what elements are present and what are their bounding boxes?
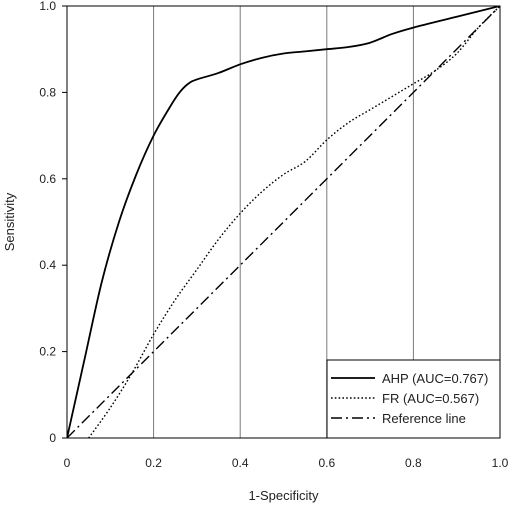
y-tick-label: 1.0 <box>39 0 56 13</box>
y-tick-label: 0.6 <box>39 172 56 186</box>
x-tick-label: 0.8 <box>405 456 422 470</box>
series-lines <box>67 6 500 438</box>
series-line-3 <box>67 6 500 438</box>
legend-label-3: Reference line <box>382 411 466 426</box>
plot-area-frame <box>66 5 501 439</box>
series-line-2 <box>88 6 500 438</box>
y-tick-label: 0.8 <box>39 85 56 99</box>
x-tick-label: 0.4 <box>232 456 249 470</box>
y-axis-title: Sensitivity <box>2 192 17 251</box>
x-tick-label: 0.2 <box>145 456 162 470</box>
y-tick-label: 0.4 <box>39 258 56 272</box>
x-axis-ticks: 0 0.2 0.4 0.6 0.8 1.0 <box>64 456 509 470</box>
x-tick-label: 1.0 <box>492 456 509 470</box>
legend-label-2: FR (AUC=0.567) <box>382 391 479 406</box>
y-axis-ticks: 0 0.2 0.4 0.6 0.8 1.0 <box>39 0 67 445</box>
legend: AHP (AUC=0.767) FR (AUC=0.567) Reference l… <box>326 359 501 439</box>
y-tick-label: 0.2 <box>39 345 56 359</box>
series-line-1 <box>67 6 500 438</box>
legend-label-1: AHP (AUC=0.767) <box>382 371 488 386</box>
legend-box <box>326 359 501 439</box>
x-tick-label: 0.6 <box>318 456 335 470</box>
x-tick-label: 0 <box>64 456 71 470</box>
x-axis-title: 1-Specificity <box>248 488 319 503</box>
y-tick-label: 0 <box>49 431 56 445</box>
